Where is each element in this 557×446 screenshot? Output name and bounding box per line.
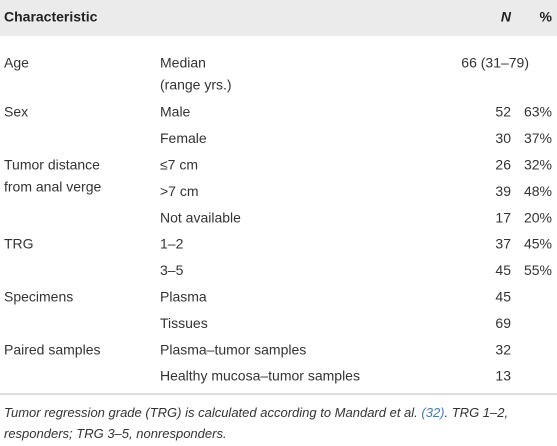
row-n: 26 [495,157,511,173]
header-bg [0,0,557,36]
row-n: 17 [495,209,511,225]
row-n: 13 [495,368,511,384]
row-characteristic: Tumor distance [4,157,100,173]
row-percent: 55% [524,262,552,278]
header-cell: Characteristic [4,9,98,25]
row-n: 45 [495,289,511,305]
row-subgroup: Plasma [160,289,207,305]
row-n: 32 [495,341,511,357]
row-subgroup: Plasma–tumor samples [160,341,306,357]
row-subgroup: 1–2 [160,236,184,252]
reference-link[interactable]: (32) [421,405,445,420]
row-percent: 37% [524,130,552,146]
footnote-text: . TRG 1–2, responders; TRG 3–5, nonrespo… [4,405,509,441]
row-characteristic: Paired samples [4,341,101,357]
row-percent: 48% [524,183,552,199]
row-characteristic: from anal verge [4,179,101,195]
row-n: 69 [495,315,511,331]
row-subgroup: Median [160,55,206,71]
row-characteristic: Sex [4,104,28,120]
row-n: 45 [495,262,511,278]
row-percent: 63% [524,104,552,120]
header-cell: % [540,9,553,25]
row-subgroup: Healthy mucosa–tumor samples [160,368,360,384]
footnote-text: Tumor regression grade (TRG) is calculat… [4,405,422,420]
row-subgroup: 3–5 [160,262,184,278]
footnote: Tumor regression grade (TRG) is calculat… [4,402,552,444]
row-characteristic: Age [4,55,29,71]
row-subgroup: Not available [160,209,241,225]
header-cell: N [501,9,512,25]
table: Characteristic N % Age Median (range yrs.)… [0,0,557,395]
row-subgroup: (range yrs.) [160,77,232,93]
row-n: 39 [495,183,511,199]
row-subgroup: Female [160,130,207,146]
row-subgroup: Male [160,104,191,120]
row-characteristic: TRG [4,236,34,252]
row-subgroup: >7 cm [160,183,199,199]
row-percent: 45% [524,236,552,252]
row-percent: 32% [524,157,552,173]
row-n: 66 (31–79) [461,55,529,71]
row-n: 30 [495,130,511,146]
row-percent: 20% [524,209,552,225]
row-subgroup: ≤7 cm [160,157,198,173]
row-characteristic: Specimens [4,289,73,305]
row-n: 52 [495,104,511,120]
row-subgroup: Tissues [160,315,208,331]
row-n: 37 [495,236,511,252]
